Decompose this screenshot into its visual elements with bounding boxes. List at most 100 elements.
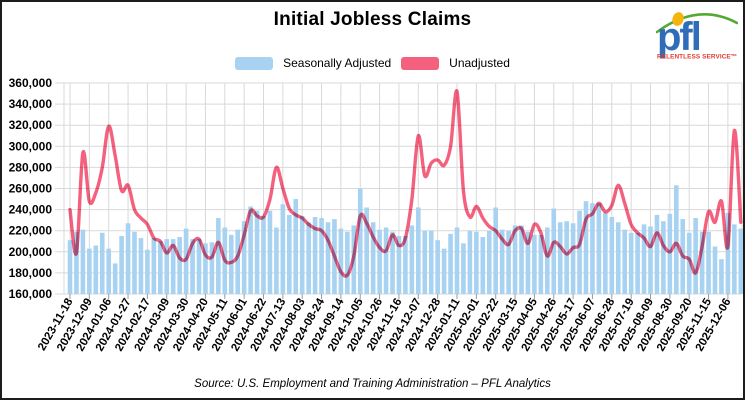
sa-bar — [377, 229, 382, 294]
sa-bar — [654, 214, 660, 295]
sa-bar — [428, 230, 434, 294]
sa-bar — [80, 229, 86, 294]
sa-bar — [719, 259, 724, 294]
logo-swoosh — [656, 13, 738, 34]
x-axis-labels: 2023-11-182023-12-092024-01-062024-01-27… — [36, 296, 733, 353]
sa-bar — [228, 234, 234, 294]
sa-bar — [74, 231, 79, 294]
sa-bar — [661, 221, 666, 294]
sa-bar — [190, 239, 195, 294]
y-tick-label: 240,000 — [9, 203, 53, 217]
sa-bar — [396, 235, 402, 294]
sa-bar — [196, 239, 202, 294]
sa-bar — [583, 201, 589, 294]
sa-bar — [280, 204, 286, 294]
sa-bar — [416, 207, 421, 294]
sa-bar — [493, 207, 498, 294]
sa-bar — [93, 245, 99, 294]
sa-bar — [551, 208, 557, 294]
sa-bar — [538, 234, 544, 294]
sa-bar — [635, 232, 640, 294]
sa-bar — [474, 231, 479, 294]
chart-legend: Seasonally Adjusted Unadjusted — [2, 56, 743, 70]
sa-bar — [532, 234, 537, 294]
sa-bar — [441, 248, 447, 294]
sa-bar — [151, 238, 157, 294]
sa-bar — [357, 188, 363, 294]
sa-bar — [409, 225, 415, 294]
y-tick-label: 260,000 — [9, 182, 53, 196]
sa-bar — [738, 228, 743, 294]
sa-bar — [267, 210, 273, 294]
sa-bar — [209, 242, 215, 294]
y-tick-label: 220,000 — [9, 224, 53, 238]
sa-bar — [499, 229, 505, 294]
sa-bar — [119, 235, 124, 294]
sa-bar — [364, 207, 369, 294]
sa-bar — [138, 238, 144, 294]
sa-bar — [422, 230, 428, 294]
sa-bar — [725, 212, 731, 294]
sa-bar — [609, 216, 615, 294]
y-axis-labels: 360,000 340,000 320,000 300,000 280,000 260,0… — [9, 76, 53, 301]
sa-bar — [293, 199, 299, 294]
sa-bar — [383, 227, 389, 294]
sa-bar — [312, 216, 318, 294]
sa-bar — [132, 231, 137, 294]
sa-bar — [596, 203, 602, 294]
sa-bar — [590, 203, 595, 294]
sa-bar — [235, 229, 240, 294]
pfl-logo: pfl RELENTLESS SERVICE™ — [656, 12, 738, 61]
sa-bar — [203, 243, 208, 294]
sa-bar — [512, 225, 518, 294]
sa-bar — [370, 222, 376, 294]
sa-bar — [480, 237, 486, 294]
sa-bar — [486, 230, 492, 294]
sa-bar — [615, 222, 621, 294]
sa-bar — [686, 232, 692, 294]
sa-bar — [435, 240, 440, 294]
sa-bar — [125, 223, 131, 294]
sa-bar — [461, 243, 466, 294]
y-tick-label: 200,000 — [9, 245, 53, 259]
logo-tagline: RELENTLESS SERVICE™ — [657, 54, 737, 61]
sa-bar — [112, 263, 118, 294]
sa-bar — [99, 232, 105, 294]
sa-bar — [557, 222, 563, 294]
sa-bar — [241, 221, 247, 294]
source-note: Source: U.S. Employment and Training Adm… — [194, 378, 551, 390]
sa-bar — [545, 227, 550, 294]
legend-swatch-seasonally-adjusted — [235, 56, 274, 70]
sa-bar — [648, 226, 653, 294]
nsa-line — [68, 89, 743, 278]
sa-bar — [603, 212, 608, 294]
y-tick-label: 340,000 — [9, 97, 53, 111]
legend-label-seasonally-adjusted: Seasonally Adjusted — [283, 56, 392, 70]
sa-bar — [170, 239, 176, 294]
sa-bar — [390, 231, 395, 294]
y-tick-label: 280,000 — [9, 160, 53, 174]
y-tick-label: 180,000 — [9, 266, 53, 280]
logo-dot-icon — [672, 12, 684, 26]
y-tick-label: 300,000 — [9, 139, 53, 153]
sa-bar — [248, 206, 253, 294]
sa-bar — [674, 185, 679, 294]
sa-bar — [177, 237, 182, 294]
sa-bar — [319, 218, 324, 294]
y-tick-label: 360,000 — [9, 76, 53, 90]
sa-bar — [628, 232, 634, 294]
sa-bar — [216, 218, 221, 294]
sa-bar — [712, 246, 718, 294]
sa-bar — [106, 248, 111, 294]
sa-bar — [519, 225, 524, 294]
chart-title: Initial Jobless Claims — [273, 9, 472, 30]
sa-bar — [641, 224, 647, 294]
sa-bar — [254, 210, 260, 294]
sa-bar — [467, 230, 473, 294]
sa-bar — [338, 228, 344, 294]
sa-bar — [87, 248, 92, 294]
y-tick-label: 160,000 — [9, 287, 53, 301]
sa-bar — [699, 231, 705, 294]
y-tick-label: 320,000 — [9, 118, 53, 132]
